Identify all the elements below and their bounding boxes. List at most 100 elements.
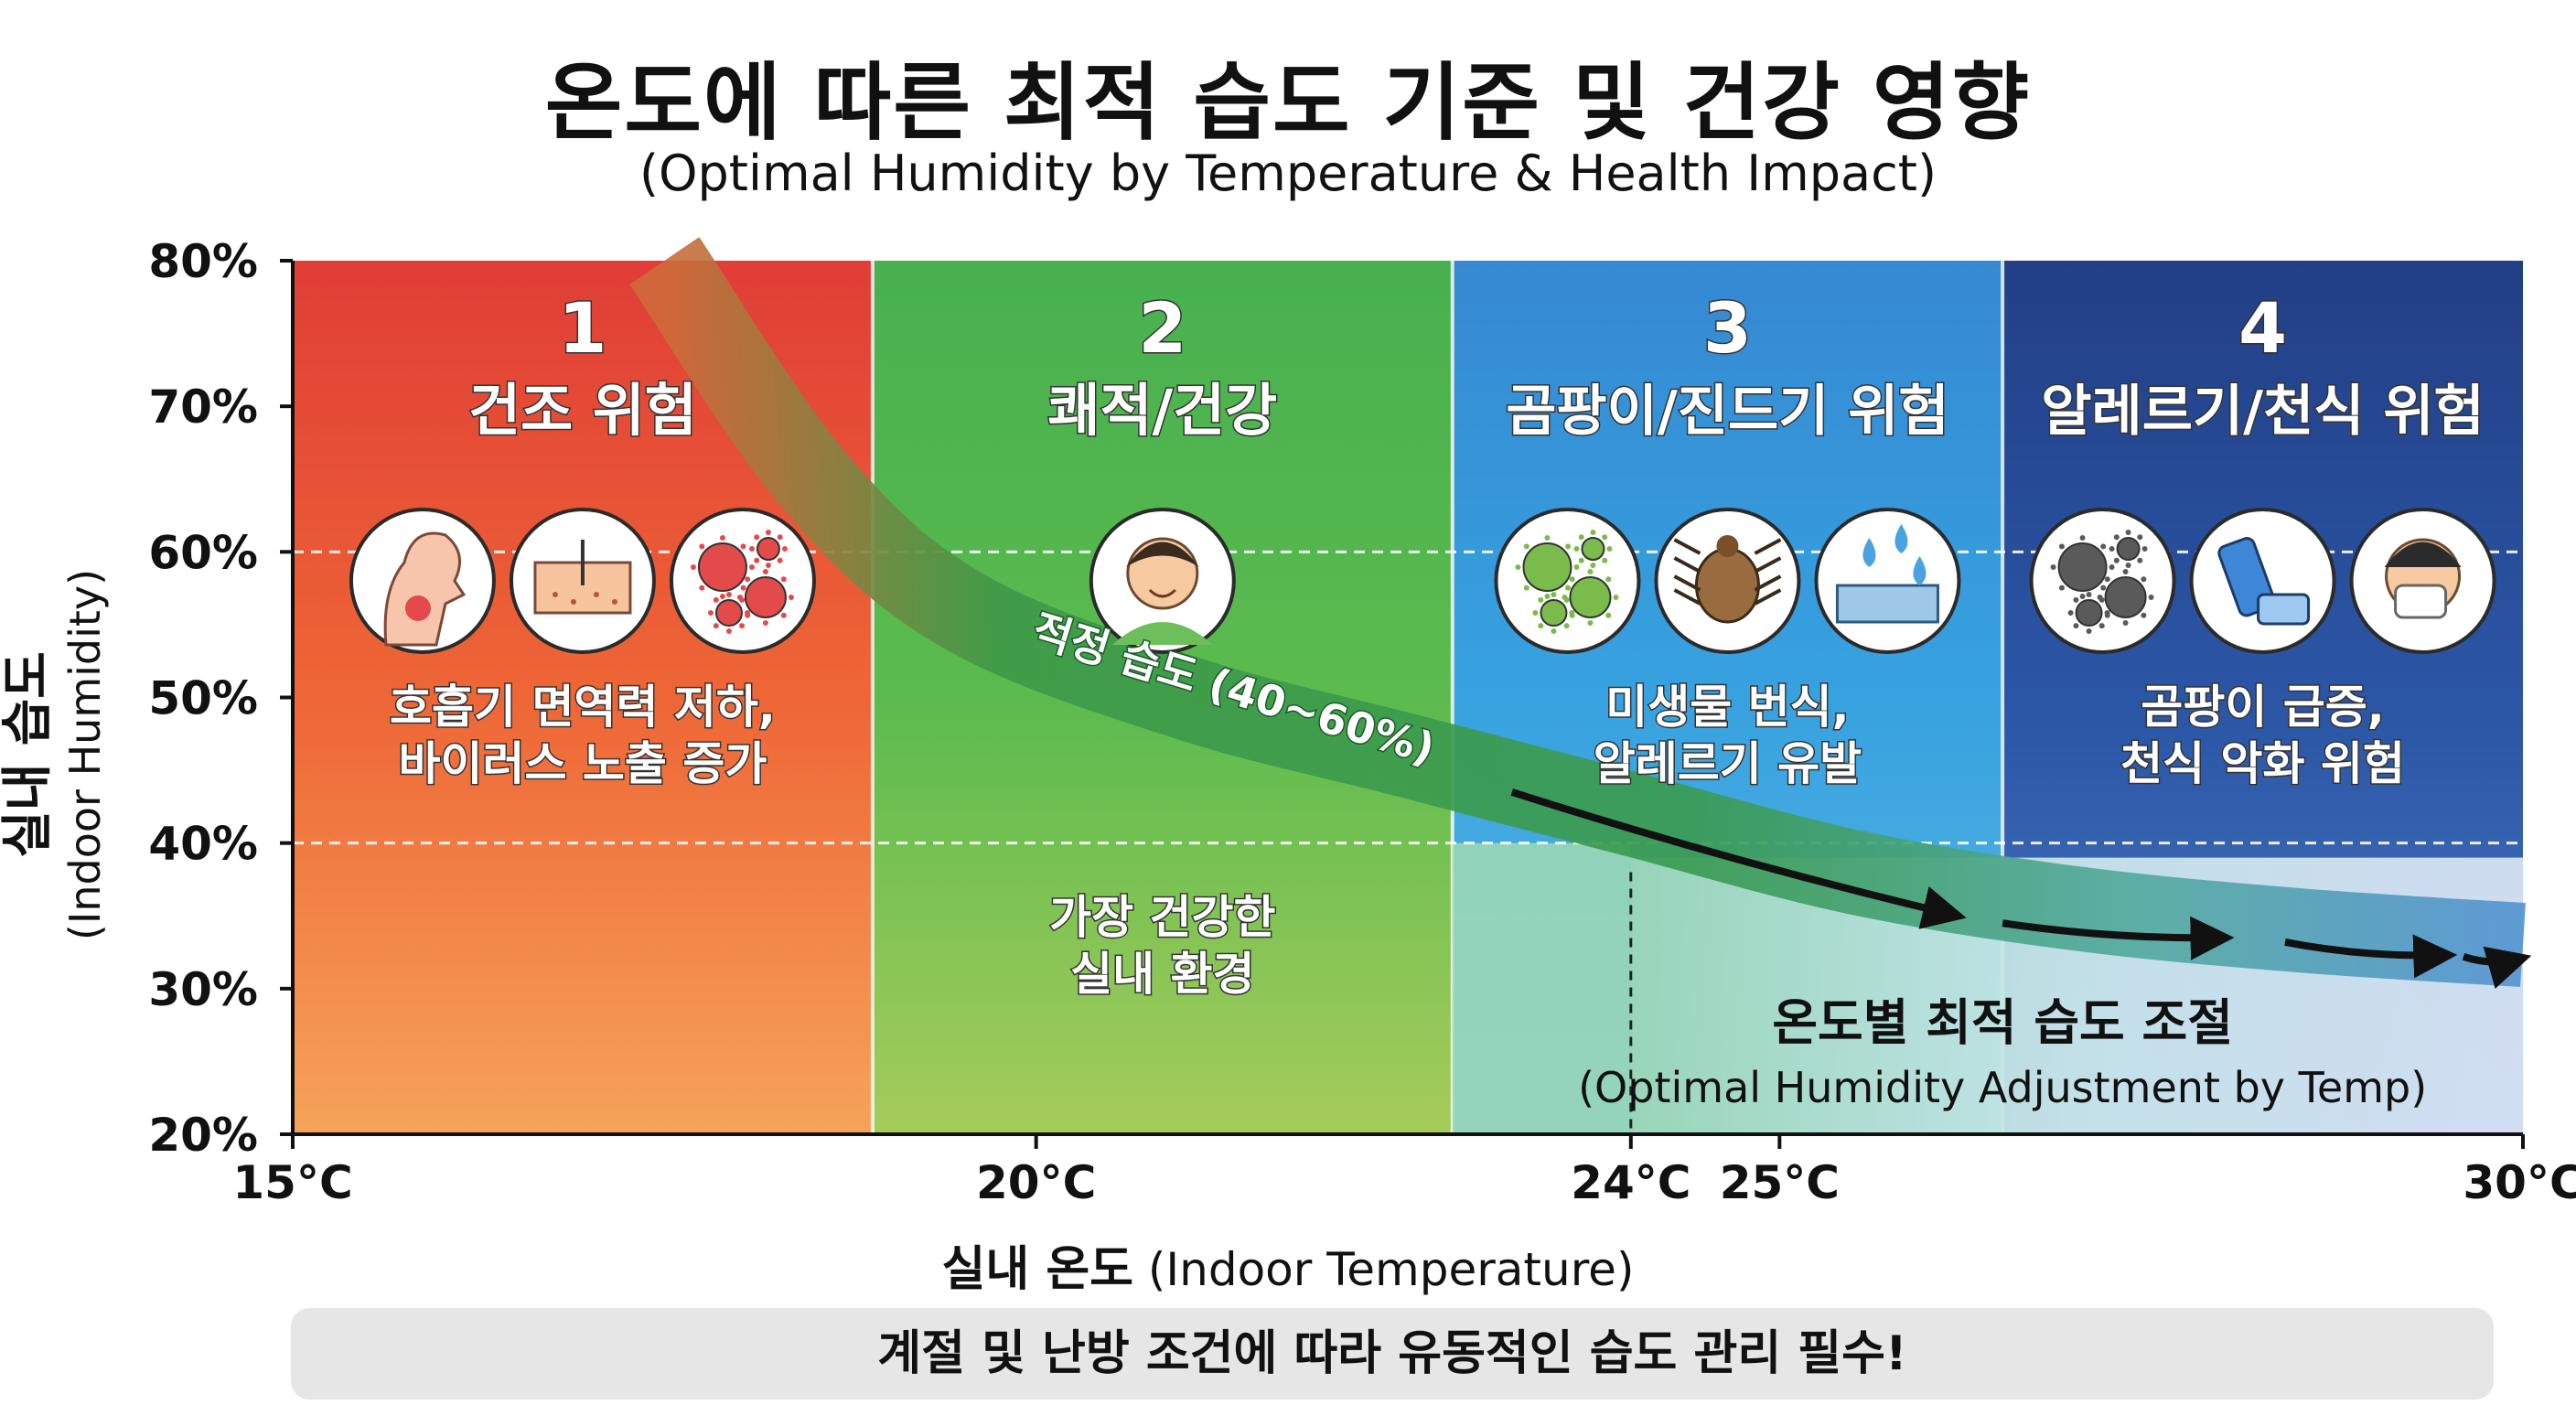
- spike: [2137, 557, 2143, 563]
- mite-leg: [1754, 538, 1782, 555]
- skin-dot: [570, 599, 576, 605]
- water-drop: [1913, 556, 1927, 585]
- spike: [2141, 576, 2147, 583]
- icon-badge: [1814, 508, 1961, 654]
- spike: [2113, 557, 2120, 563]
- skin-dot: [593, 592, 599, 597]
- spike: [1563, 596, 1570, 603]
- spike: [713, 623, 719, 629]
- spike: [1538, 623, 1544, 629]
- tissue: [2394, 584, 2448, 619]
- skin-dot: [552, 592, 558, 597]
- spike: [2137, 534, 2143, 541]
- throat-mark: [404, 595, 431, 621]
- page-subtitle: (Optimal Humidity by Temperature & Healt…: [639, 145, 1937, 202]
- spike: [2125, 563, 2131, 568]
- spike: [725, 628, 732, 634]
- spike: [1551, 592, 1557, 597]
- sneezing-person-icon: [2349, 508, 2496, 654]
- spike: [2109, 564, 2115, 570]
- particle: [714, 599, 743, 627]
- spike: [1587, 569, 1594, 574]
- zone-3-low-region: [1452, 842, 1631, 1134]
- mite-leg: [1754, 574, 1782, 592]
- spike: [1602, 557, 1608, 563]
- y-tick-label: 20%: [148, 1109, 258, 1162]
- spike: [1578, 534, 1584, 541]
- page-title: 온도에 따른 최적 습도 기준 및 건강 영향: [544, 54, 2032, 152]
- spike: [1573, 546, 1580, 552]
- spike: [707, 610, 714, 616]
- trend-arrow: [2462, 946, 2532, 989]
- spike: [765, 530, 771, 535]
- spike: [1613, 595, 1619, 600]
- spike: [1569, 576, 1575, 583]
- x-tick-label: 25°C: [1720, 1156, 1840, 1209]
- dust-mite-icon: [1654, 508, 1801, 654]
- adjustment-label: 온도별 최적 습도 조절: [1772, 994, 2233, 1052]
- spike: [1587, 620, 1594, 626]
- optimal-humidity-band: [629, 237, 2526, 987]
- virus-icon: [669, 508, 816, 654]
- water-drops-icon: [1814, 508, 1961, 654]
- spike: [1606, 546, 1613, 552]
- zone-1-description: 바이러스 노출 증가: [399, 737, 767, 790]
- spike: [2148, 595, 2154, 600]
- zone-3-number: 3: [1703, 287, 1752, 369]
- spike: [765, 563, 771, 568]
- particle: [1581, 537, 1605, 561]
- spike: [777, 534, 783, 541]
- zone-1-description: 호흡기 면역력 저하,: [390, 681, 776, 734]
- x-axis-label: 실내 온도 (Indoor Temperature): [0, 1230, 2576, 1299]
- y-tick-label: 80%: [148, 235, 258, 288]
- spike: [2098, 623, 2105, 629]
- mite-leg: [1673, 574, 1701, 592]
- zone-4-number: 4: [2238, 287, 2287, 369]
- spike: [719, 535, 725, 541]
- wet-surface: [1835, 584, 1939, 624]
- x-tick-label: 15°C: [232, 1156, 352, 1209]
- spike: [1605, 612, 1612, 618]
- zone-2-description: 실내 환경: [1070, 948, 1254, 1001]
- water-drop: [1894, 524, 1908, 553]
- particle: [2075, 599, 2103, 627]
- spike: [762, 569, 768, 574]
- mite-leg: [1673, 556, 1701, 574]
- spike: [2086, 628, 2092, 634]
- spike: [780, 612, 787, 618]
- inhaler-icon: [2189, 508, 2336, 654]
- spike: [739, 623, 746, 629]
- spike: [1544, 535, 1551, 541]
- bacteria-icon: [1494, 508, 1641, 654]
- spike: [2104, 576, 2110, 583]
- spike: [2141, 546, 2148, 552]
- mold-spores-icon: [2029, 508, 2176, 654]
- spike: [1544, 594, 1551, 599]
- mite-leg: [1754, 556, 1782, 574]
- particle: [697, 542, 747, 592]
- spike: [744, 610, 750, 616]
- particle: [1522, 542, 1572, 592]
- spike: [781, 546, 788, 552]
- spike: [1590, 530, 1596, 535]
- zone-3-description: 알레르기 유발: [1594, 737, 1862, 790]
- spike: [754, 557, 760, 563]
- spike: [2079, 535, 2086, 541]
- spike: [2079, 594, 2086, 599]
- spike: [2058, 585, 2065, 591]
- zone-1-number: 1: [558, 287, 606, 369]
- spike: [2067, 610, 2074, 616]
- footer-note: 계절 및 난방 조건에 따라 유동적인 습도 관리 필수!: [291, 1308, 2494, 1400]
- zone-1-title: 건조 위험: [468, 377, 697, 444]
- y-tick-label: 50%: [148, 672, 258, 725]
- spike: [713, 596, 719, 603]
- particle: [2116, 537, 2141, 561]
- spike: [1538, 596, 1544, 603]
- spike: [699, 585, 705, 591]
- x-tick-label: 20°C: [976, 1156, 1096, 1209]
- spike: [2125, 530, 2131, 535]
- spike: [2086, 592, 2092, 597]
- mite-body: [1694, 547, 1760, 624]
- spike: [748, 546, 755, 552]
